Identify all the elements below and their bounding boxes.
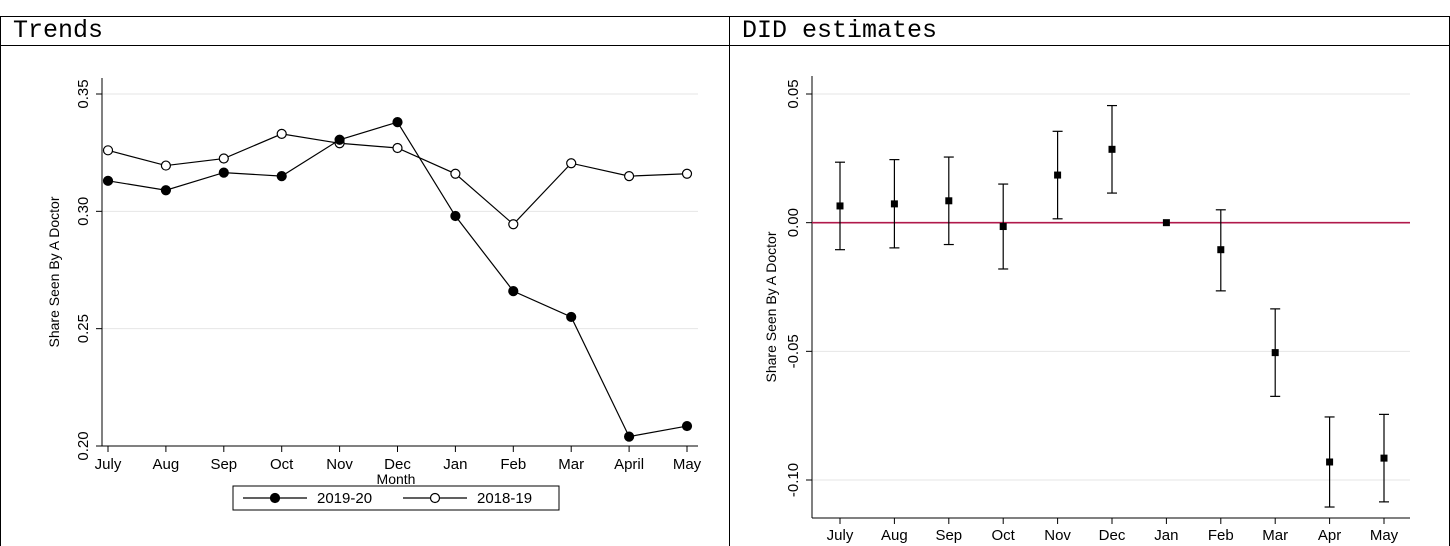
- estimate-point: [836, 202, 844, 210]
- series-point: [566, 311, 577, 323]
- estimate-point: [945, 197, 953, 205]
- x-tick-label: Sep: [210, 456, 237, 473]
- estimate-point: [1162, 219, 1170, 227]
- x-tick-label: May: [673, 456, 702, 473]
- series-point: [160, 185, 171, 196]
- did-panel: DID estimates 0.05 0.00 -0.05 -0.10 July Aug S…: [730, 16, 1450, 546]
- estimate-point: [1054, 171, 1062, 179]
- x-tick-label: Nov: [326, 456, 353, 473]
- y-tick-label: 0.20: [75, 431, 92, 460]
- series-point: [508, 286, 519, 297]
- x-tick-label: Feb: [500, 456, 526, 473]
- x-tick-label: Jan: [1154, 527, 1178, 544]
- x-tick-label: Mar: [558, 456, 584, 473]
- estimate-point: [999, 223, 1007, 231]
- series-point: [218, 153, 229, 164]
- x-tick-label: Jan: [443, 456, 467, 473]
- series-point: [276, 171, 287, 182]
- x-tick-label: May: [1370, 527, 1399, 544]
- series-point: [392, 117, 403, 128]
- trends-panel: Trends 0.20 0.25 0.30 0.35 July Aug Sep Oct Nov D…: [0, 16, 730, 546]
- series-point: [566, 158, 577, 169]
- x-tick-label: Dec: [1099, 527, 1126, 544]
- x-axis-title: Month: [377, 471, 416, 487]
- figure-frame: Trends 0.20 0.25 0.30 0.35 July Aug Sep Oct Nov D…: [0, 16, 1450, 546]
- trends-panel-title: Trends: [1, 16, 729, 46]
- did-chart: 0.05 0.00 -0.05 -0.10 July Aug Sep Oct Nov Dec Jan…: [763, 76, 1410, 544]
- x-tick-label: April: [614, 456, 644, 473]
- series-point: [508, 219, 519, 230]
- series-point: [681, 420, 693, 432]
- series-point: [334, 134, 345, 145]
- x-tick-label: Oct: [270, 456, 294, 473]
- series-point: [160, 160, 171, 171]
- x-tick-label: Feb: [1208, 527, 1234, 544]
- series-point: [218, 167, 229, 178]
- y-tick-label: -0.05: [785, 334, 802, 368]
- x-tick-label: July: [95, 456, 122, 473]
- series-point: [450, 210, 461, 222]
- series-point: [623, 431, 635, 442]
- estimate-point: [1108, 145, 1116, 153]
- legend-label: 2019-20: [317, 490, 372, 507]
- x-tick-label: Aug: [881, 527, 908, 544]
- y-tick-label: -0.10: [785, 463, 802, 497]
- y-tick-label: 0.00: [785, 208, 802, 237]
- x-tick-label: Oct: [992, 527, 1016, 544]
- x-tick-label: Nov: [1044, 527, 1071, 544]
- x-tick-label: Apr: [1318, 527, 1341, 544]
- estimate-point: [1326, 458, 1334, 466]
- series-point: [102, 145, 114, 156]
- y-tick-label: 0.30: [75, 197, 92, 226]
- y-tick-label: 0.25: [75, 314, 92, 343]
- legend-marker: [269, 492, 281, 504]
- series-point: [623, 171, 635, 182]
- series-point: [276, 128, 287, 139]
- legend-label: 2018-19: [477, 490, 532, 507]
- x-tick-label: Aug: [153, 456, 180, 473]
- series-point: [102, 175, 114, 186]
- x-tick-label: July: [827, 527, 854, 544]
- legend-marker: [429, 492, 441, 504]
- series-point: [450, 168, 461, 179]
- x-tick-label: Mar: [1262, 527, 1288, 544]
- trends-chart: 0.20 0.25 0.30 0.35 July Aug Sep Oct Nov Dec Jan Fe…: [46, 78, 702, 511]
- x-tick-label: Dec: [384, 456, 411, 473]
- did-panel-title: DID estimates: [730, 16, 1449, 46]
- x-tick-label: Sep: [935, 527, 962, 544]
- series-point: [392, 142, 403, 154]
- estimate-point: [1217, 246, 1225, 254]
- series-point: [681, 168, 693, 179]
- estimate-point: [890, 200, 898, 208]
- y-axis-title: Share Seen By A Doctor: [763, 231, 779, 382]
- y-axis-title: Share Seen By A Doctor: [46, 196, 62, 347]
- estimate-point: [1271, 349, 1279, 357]
- y-tick-label: 0.05: [785, 79, 802, 108]
- y-tick-label: 0.35: [75, 79, 92, 108]
- estimate-point: [1380, 454, 1388, 462]
